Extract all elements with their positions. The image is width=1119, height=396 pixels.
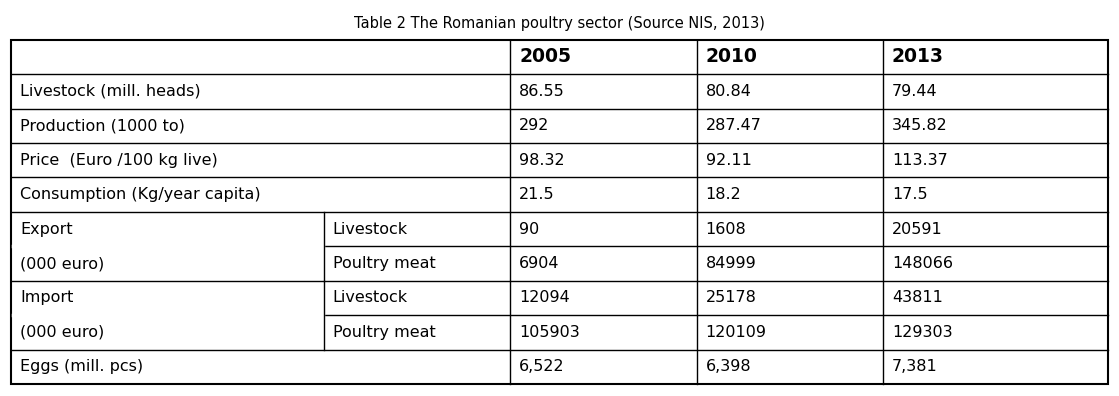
Text: Production (1000 to): Production (1000 to) — [20, 118, 185, 133]
Text: 2010: 2010 — [706, 48, 758, 66]
Text: (000 euro): (000 euro) — [20, 256, 104, 271]
Text: 2005: 2005 — [519, 48, 571, 66]
Text: 17.5: 17.5 — [892, 187, 928, 202]
Text: 6904: 6904 — [519, 256, 560, 271]
Text: 20591: 20591 — [892, 222, 942, 236]
Text: 90: 90 — [519, 222, 539, 236]
Text: Price  (Euro /100 kg live): Price (Euro /100 kg live) — [20, 153, 218, 168]
Text: 12094: 12094 — [519, 291, 570, 305]
Text: 25178: 25178 — [706, 291, 756, 305]
Text: 43811: 43811 — [892, 291, 943, 305]
Text: 98.32: 98.32 — [519, 153, 565, 168]
Text: 287.47: 287.47 — [706, 118, 761, 133]
Text: Poultry meat: Poultry meat — [332, 325, 435, 340]
Text: Eggs (mill. pcs): Eggs (mill. pcs) — [20, 360, 143, 374]
Text: 120109: 120109 — [706, 325, 767, 340]
Text: 21.5: 21.5 — [519, 187, 555, 202]
Text: 79.44: 79.44 — [892, 84, 938, 99]
Text: 2013: 2013 — [892, 48, 944, 66]
Text: 1608: 1608 — [706, 222, 746, 236]
Text: 113.37: 113.37 — [892, 153, 948, 168]
Text: 6,522: 6,522 — [519, 360, 565, 374]
Text: 80.84: 80.84 — [706, 84, 751, 99]
Text: 7,381: 7,381 — [892, 360, 938, 374]
Text: 105903: 105903 — [519, 325, 580, 340]
Text: 345.82: 345.82 — [892, 118, 948, 133]
Text: 292: 292 — [519, 118, 549, 133]
Text: Consumption (Kg/year capita): Consumption (Kg/year capita) — [20, 187, 261, 202]
Text: 84999: 84999 — [706, 256, 756, 271]
Text: 129303: 129303 — [892, 325, 952, 340]
Text: Export: Export — [20, 222, 73, 236]
Text: Livestock (mill. heads): Livestock (mill. heads) — [20, 84, 200, 99]
Text: 86.55: 86.55 — [519, 84, 565, 99]
Text: Livestock: Livestock — [332, 291, 407, 305]
Text: (000 euro): (000 euro) — [20, 325, 104, 340]
Text: Livestock: Livestock — [332, 222, 407, 236]
Text: 6,398: 6,398 — [706, 360, 751, 374]
Text: 148066: 148066 — [892, 256, 953, 271]
Text: Import: Import — [20, 291, 74, 305]
Text: 18.2: 18.2 — [706, 187, 741, 202]
Text: Table 2 The Romanian poultry sector (Source NIS, 2013): Table 2 The Romanian poultry sector (Sou… — [354, 16, 765, 31]
Text: 92.11: 92.11 — [706, 153, 751, 168]
Text: Poultry meat: Poultry meat — [332, 256, 435, 271]
